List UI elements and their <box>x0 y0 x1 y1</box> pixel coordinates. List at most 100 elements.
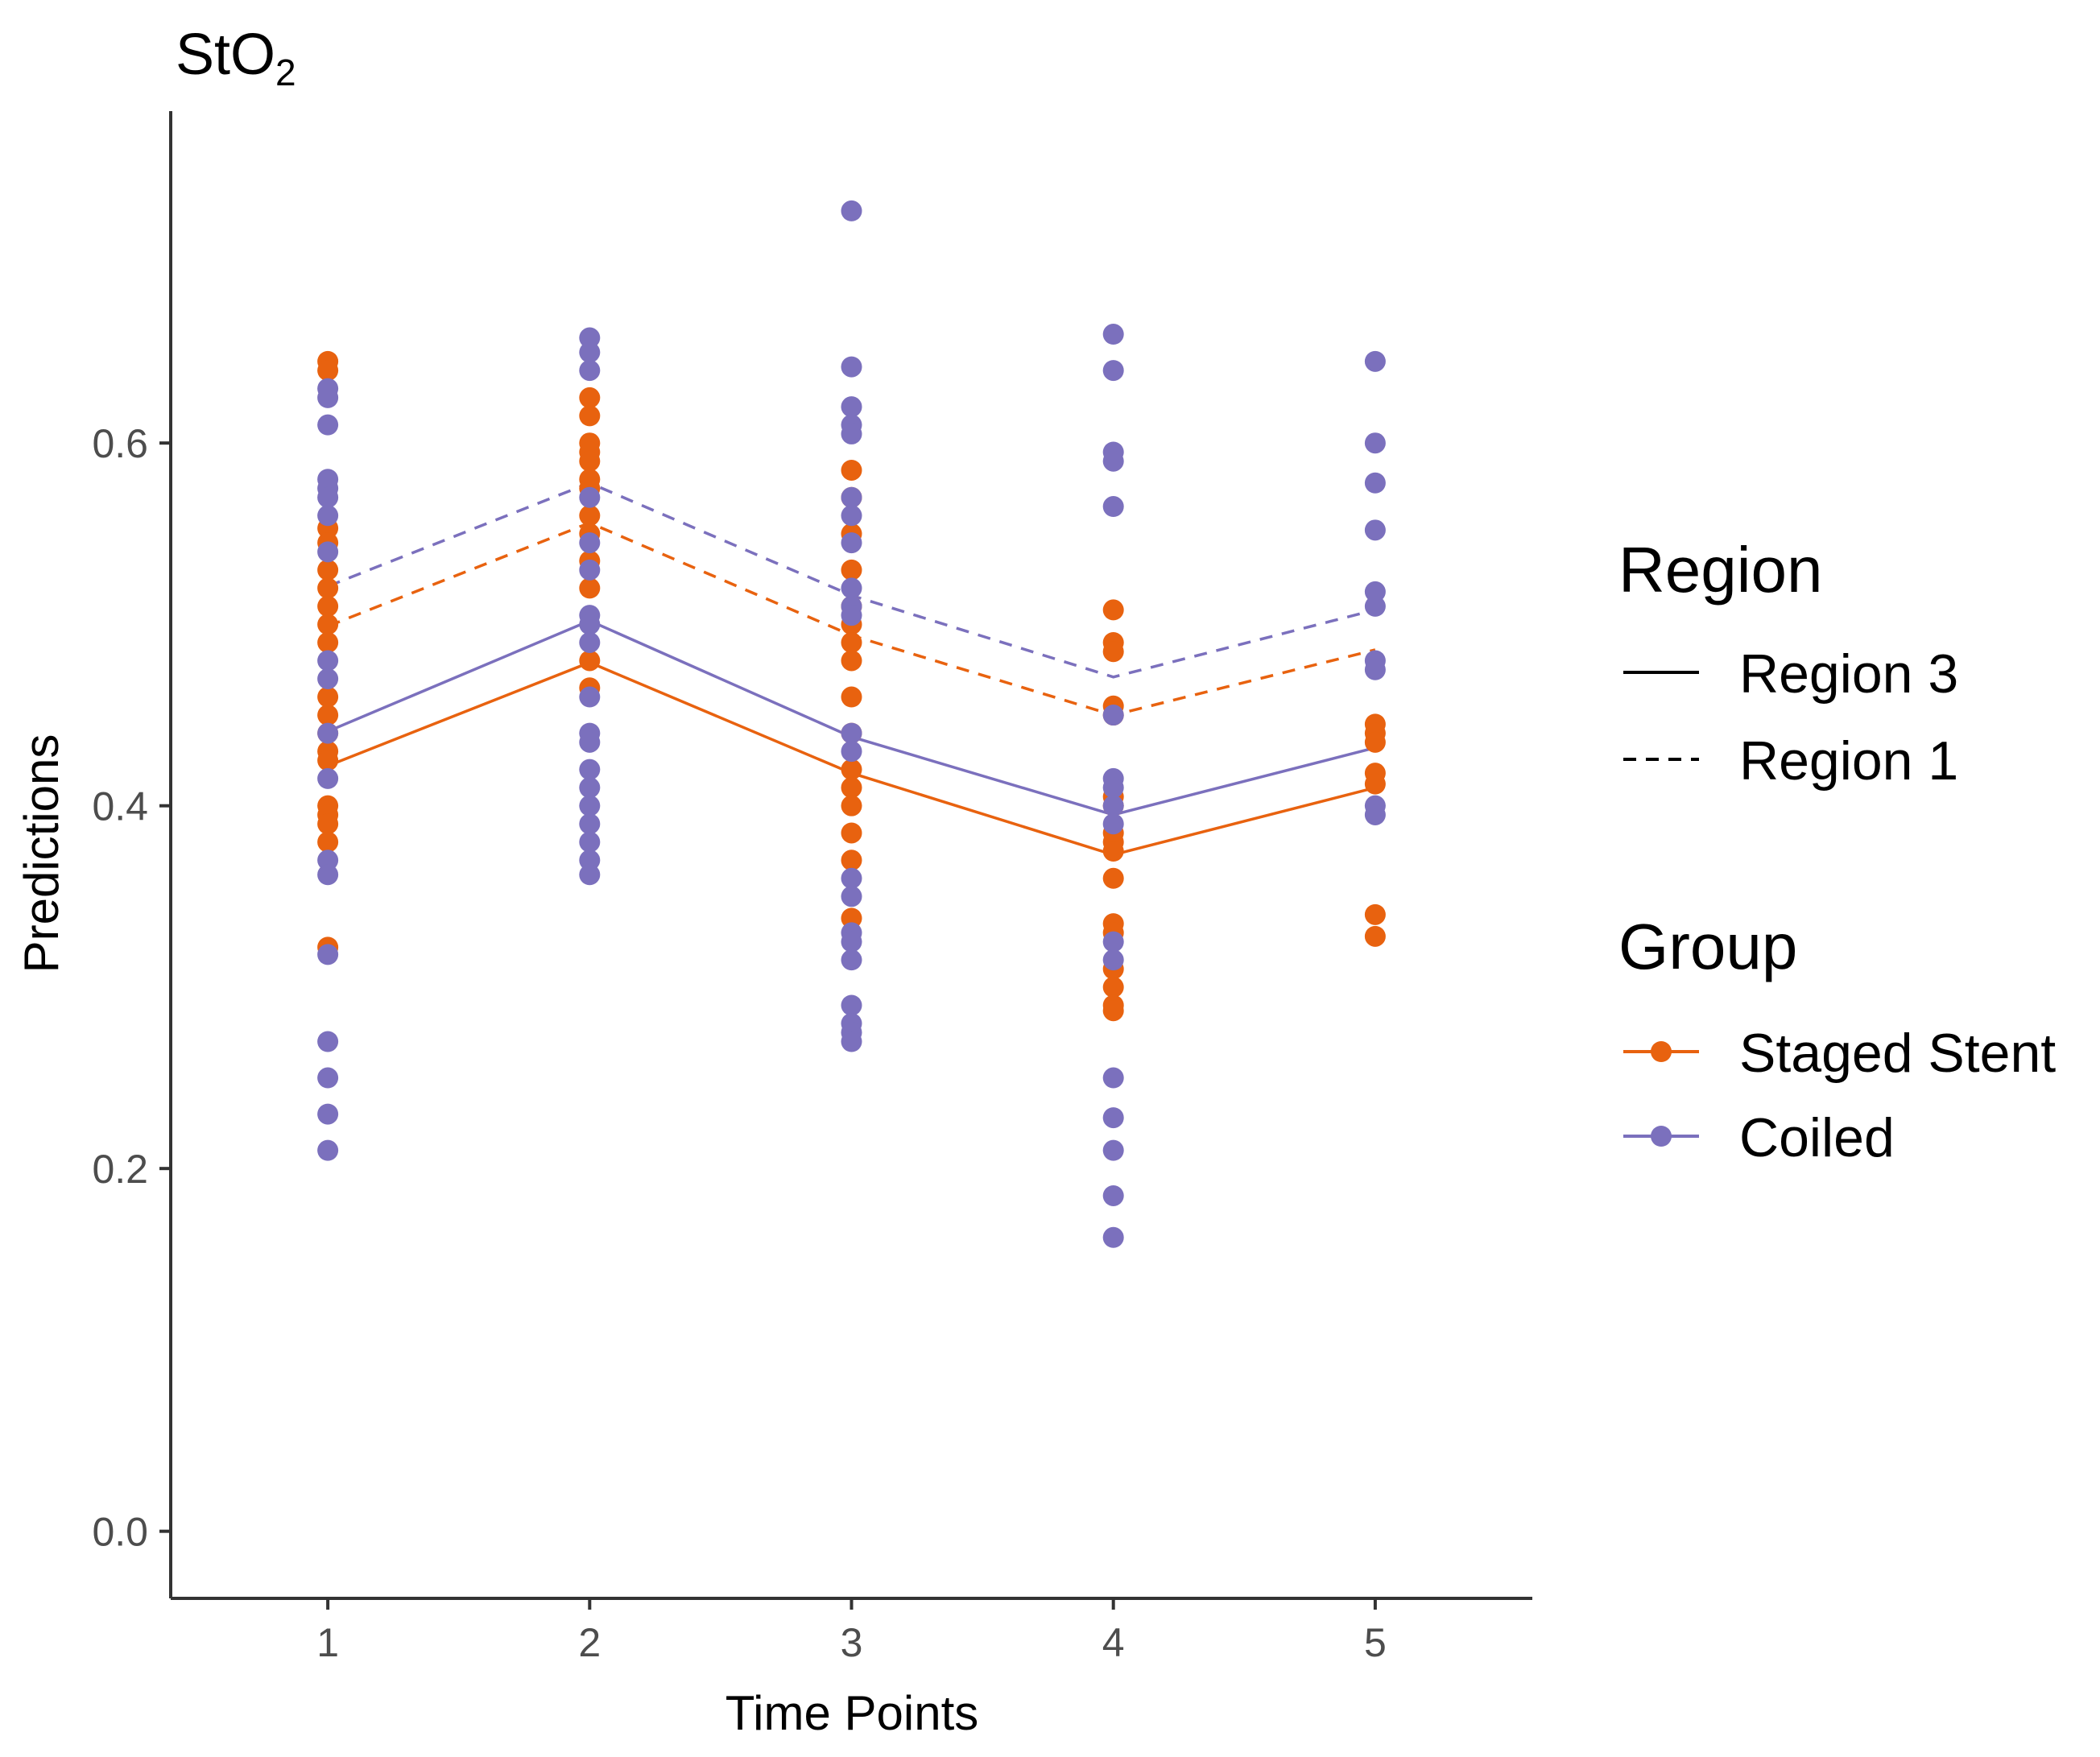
y-tick-label-0.4: 0.4 <box>92 784 148 829</box>
coiled-point <box>317 414 339 436</box>
staged-stent-point <box>317 559 339 581</box>
coiled-point <box>1364 659 1386 680</box>
coiled-point <box>1102 1067 1124 1089</box>
coiled-point <box>1102 705 1124 726</box>
staged-stent-point <box>841 650 862 672</box>
legend-region-1-label: Region 1 <box>1739 730 1958 792</box>
coiled-point <box>1364 350 1386 372</box>
coiled-point <box>1102 360 1124 382</box>
legend-coiled-label: Coiled <box>1739 1107 1895 1168</box>
coiled-point <box>579 831 601 853</box>
legend-region-3-label: Region 3 <box>1739 643 1958 705</box>
coiled-point <box>841 423 862 444</box>
coiled-point <box>1102 324 1124 345</box>
staged-stent-point <box>317 705 339 726</box>
staged-stent-point <box>841 795 862 816</box>
staged-stent-point <box>317 614 339 635</box>
chart-title: StO2 <box>176 23 296 93</box>
coiled-point <box>1102 1139 1124 1161</box>
coiled-point <box>317 864 339 886</box>
coiled-point <box>1364 595 1386 617</box>
coiled-point <box>317 505 339 527</box>
x-tick-label-4: 4 <box>1102 1620 1125 1665</box>
scatter-points <box>317 200 1386 1248</box>
staged-stent-point <box>579 405 601 427</box>
coiled-point <box>1364 519 1386 541</box>
y-tick-label-0.2: 0.2 <box>92 1147 148 1192</box>
staged-stent-point <box>1102 599 1124 621</box>
staged-stent-point <box>841 686 862 708</box>
coiled-point <box>317 850 339 871</box>
coiled-point <box>317 1031 339 1052</box>
coiled-point <box>841 722 862 744</box>
staged-stent-point <box>1364 773 1386 795</box>
staged-stent-point <box>841 822 862 844</box>
x-axis-title: Time Points <box>725 1686 979 1740</box>
staged-stent-point <box>841 777 862 799</box>
coiled-point <box>317 1139 339 1161</box>
coiled-point <box>841 356 862 378</box>
coiled-point <box>1364 804 1386 825</box>
coiled-point <box>841 886 862 907</box>
coiled-point <box>579 731 601 753</box>
coiled-point <box>1102 795 1124 816</box>
coiled-point <box>579 777 601 799</box>
ticks: 1 2 3 4 5 0.0 0.2 0.4 0.6 <box>92 421 1386 1665</box>
x-tick-label-5: 5 <box>1364 1620 1387 1665</box>
legend-region: Region Region 3 Region 1 <box>1618 534 1958 792</box>
staged-stent-point <box>317 360 339 382</box>
coiled-point <box>841 200 862 221</box>
coiled-point <box>317 486 339 508</box>
coiled-point <box>317 767 339 789</box>
coiled-point <box>579 795 601 816</box>
coiled-point <box>579 614 601 635</box>
staged-stent-point <box>841 907 862 929</box>
coiled-point <box>579 327 601 349</box>
y-tick-label-0.6: 0.6 <box>92 421 148 466</box>
coiled-point <box>841 1031 862 1052</box>
staged-stent-point <box>579 505 601 527</box>
coiled-point <box>579 813 601 835</box>
coiled-point <box>1102 949 1124 971</box>
staged-stent-point <box>1102 1000 1124 1022</box>
coiled-point <box>579 559 601 581</box>
y-axis-title: Predictions <box>14 734 68 974</box>
coiled-point <box>317 650 339 672</box>
coiled-point <box>1102 1226 1124 1248</box>
staged-stent-point <box>317 750 339 771</box>
coiled-point <box>841 931 862 953</box>
staged-stent-point <box>579 650 601 672</box>
staged-stent-point <box>1364 903 1386 925</box>
coiled-point <box>579 631 601 653</box>
staged-stent-point <box>841 559 862 581</box>
staged-stent-point <box>1102 867 1124 889</box>
legend-coiled-key-point <box>1651 1126 1672 1147</box>
legend-group: Group Staged Stent Coiled <box>1618 911 2056 1168</box>
coiled-point <box>841 532 862 554</box>
y-tick-label-0.0: 0.0 <box>92 1510 148 1555</box>
staged-stent-point <box>841 759 862 780</box>
coiled-point <box>317 1067 339 1089</box>
staged-stent-point <box>841 459 862 481</box>
coiled-point <box>1364 472 1386 494</box>
staged-stent-point <box>317 831 339 853</box>
staged-stent-point <box>579 387 601 408</box>
coiled-point <box>317 722 339 744</box>
legend-region-title: Region <box>1618 534 1823 606</box>
coiled-point <box>579 864 601 886</box>
staged-stent-point <box>317 686 339 708</box>
coiled-point <box>841 867 862 889</box>
legend-group-title: Group <box>1618 911 1797 982</box>
staged-stent-point <box>1364 925 1386 947</box>
coiled-point <box>317 387 339 408</box>
staged-stent-point <box>317 631 339 653</box>
coiled-point <box>579 486 601 508</box>
coiled-point <box>1364 581 1386 602</box>
coiled-point <box>579 850 601 871</box>
coiled-point <box>579 360 601 382</box>
legend-staged-stent-label: Staged Stent <box>1739 1023 2056 1084</box>
coiled-point <box>841 577 862 599</box>
staged-stent-point <box>841 850 862 871</box>
staged-stent-point <box>317 577 339 599</box>
coiled-point <box>841 396 862 418</box>
